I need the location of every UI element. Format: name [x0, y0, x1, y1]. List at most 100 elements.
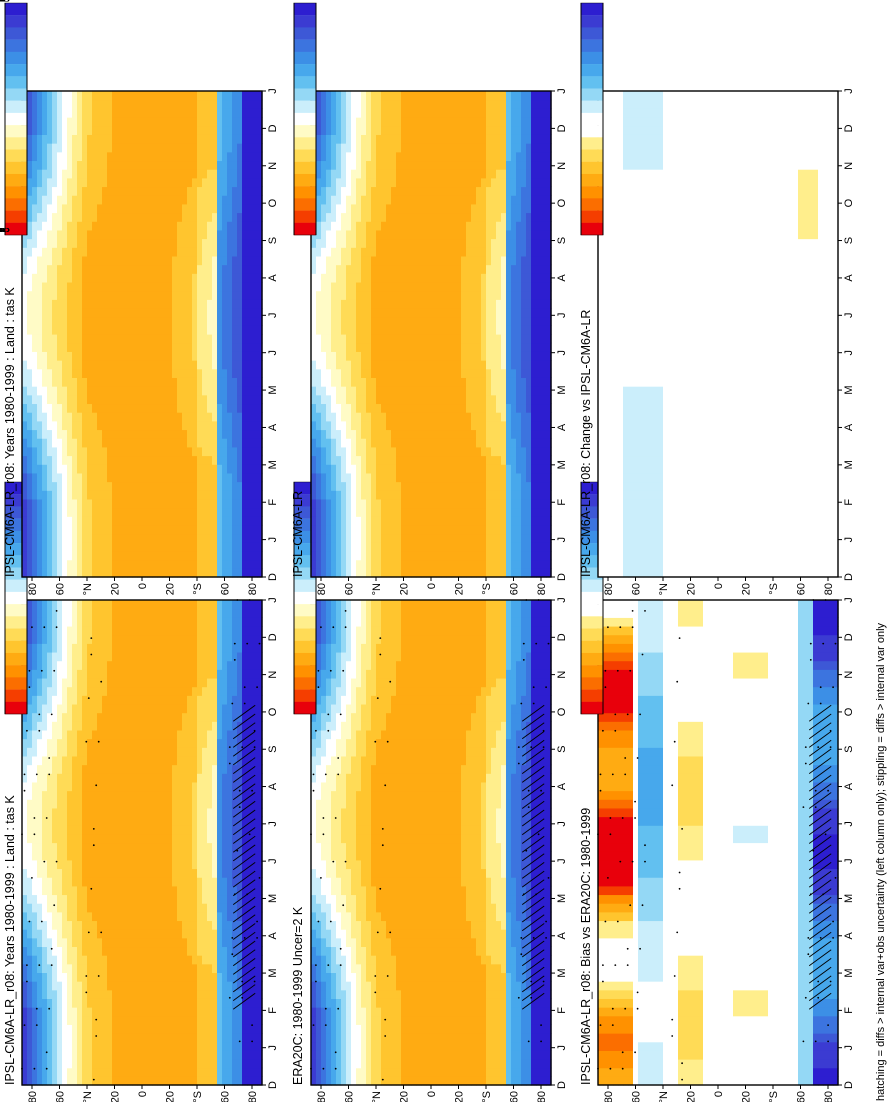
heat-cell — [212, 981, 218, 991]
heat-cell — [127, 516, 133, 526]
heat-cell — [72, 273, 78, 283]
heat-cell — [37, 1033, 43, 1043]
heat-cell — [242, 833, 248, 844]
heat-cell — [32, 1059, 38, 1069]
heat-cell — [92, 946, 98, 956]
heat-cell — [192, 342, 198, 352]
heat-cell — [172, 903, 178, 913]
heat-cell — [172, 989, 178, 999]
heat-cell — [42, 920, 48, 930]
heat-cell — [32, 686, 38, 696]
heat-cell — [257, 773, 263, 783]
heat-cell — [57, 790, 63, 800]
heat-cell — [67, 600, 73, 610]
heat-cell — [112, 212, 118, 222]
heat-cell — [112, 816, 118, 826]
heat-cell — [132, 825, 138, 835]
heat-cell — [197, 307, 203, 318]
heat-cell — [202, 464, 208, 474]
heat-cell — [67, 1059, 73, 1069]
heat-cell — [242, 920, 248, 930]
heat-cell — [32, 490, 38, 500]
heat-cell — [52, 600, 58, 610]
heat-cell — [42, 290, 48, 300]
heat-cell — [82, 186, 88, 196]
heat-cell — [222, 600, 228, 610]
lat-tick-label: 0 — [137, 1091, 149, 1097]
heat-cell — [22, 868, 28, 878]
heat-cell — [182, 99, 188, 109]
heat-cell — [147, 316, 153, 326]
heat-cell — [212, 643, 218, 653]
heat-cell — [187, 438, 193, 448]
heat-cell — [57, 429, 63, 439]
heat-cell — [107, 229, 113, 240]
heat-cell — [117, 643, 123, 653]
heat-cell — [67, 755, 73, 766]
heat-cell — [247, 1015, 253, 1025]
heat-cell — [207, 972, 213, 982]
heat-cell — [112, 634, 118, 644]
heat-cell — [77, 490, 83, 500]
heat-cell — [232, 660, 238, 670]
heat-cell — [117, 1059, 123, 1069]
heat-cell — [197, 669, 203, 679]
heat-cell — [187, 203, 193, 214]
heat-cell — [67, 825, 73, 835]
heat-cell — [202, 1007, 208, 1017]
heat-cell — [147, 1007, 153, 1017]
heat-cell — [92, 455, 98, 465]
heat-cell — [77, 412, 83, 422]
heat-cell — [212, 608, 218, 618]
heat-cell — [212, 807, 218, 818]
heat-cell — [217, 738, 223, 748]
heat-cell — [172, 273, 178, 283]
heat-cell — [232, 747, 238, 757]
heat-cell — [117, 937, 123, 948]
heat-cell — [217, 998, 223, 1008]
heat-cell — [72, 833, 78, 844]
heat-cell — [147, 729, 153, 740]
heat-cell — [107, 1041, 113, 1051]
colorbar-swatch — [5, 579, 27, 593]
stipple-dot — [38, 729, 41, 732]
heat-cell — [212, 955, 218, 965]
hatch-line — [232, 800, 256, 818]
heat-cell — [182, 134, 188, 144]
heat-cell — [32, 669, 38, 679]
heat-cell — [117, 134, 123, 144]
heat-cell — [142, 859, 148, 870]
heat-cell — [92, 981, 98, 991]
heat-cell — [117, 851, 123, 861]
heat-cell — [72, 660, 78, 670]
heat-cell — [132, 481, 138, 491]
heat-cell — [72, 885, 78, 896]
heat-cell — [37, 386, 43, 396]
heat-cell — [92, 643, 98, 653]
heat-cell — [32, 334, 38, 344]
heat-cell — [92, 307, 98, 318]
heat-cell — [72, 117, 78, 127]
heat-cell — [47, 729, 53, 740]
heat-cell — [62, 781, 68, 792]
chart-panel-2: 80 60 °N 20 0 20 °S 60 80DJFMAMJJASONDJIPSL-CM6A… — [0, 0, 279, 595]
heat-cell — [157, 859, 163, 870]
heat-cell — [107, 790, 113, 800]
heat-cell — [162, 169, 168, 179]
heat-cell — [132, 221, 138, 231]
heat-cell — [132, 703, 138, 714]
heat-cell — [157, 773, 163, 783]
heat-cell — [87, 712, 93, 722]
heat-cell — [67, 608, 73, 618]
heat-cell — [207, 790, 213, 800]
heat-cell — [177, 221, 183, 231]
heat-cell — [137, 851, 143, 861]
heat-cell — [112, 203, 118, 214]
heat-cell — [167, 516, 173, 526]
heat-cell — [77, 825, 83, 835]
heat-cell — [67, 703, 73, 714]
heat-cell — [187, 929, 193, 939]
heat-cell — [82, 455, 88, 465]
heat-cell — [152, 498, 158, 509]
heat-cell — [77, 472, 83, 483]
